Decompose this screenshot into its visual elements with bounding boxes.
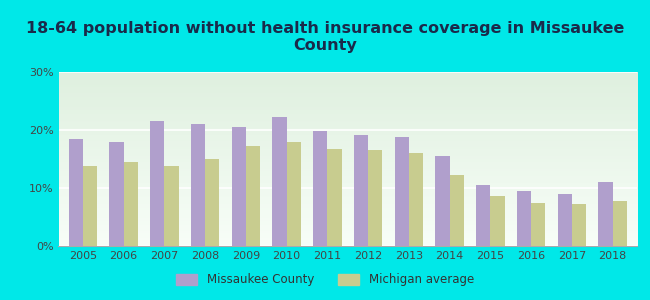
Bar [205, 159, 220, 246]
Bar [517, 191, 531, 246]
Bar [313, 131, 328, 246]
Bar [191, 124, 205, 246]
Bar [287, 142, 301, 246]
Bar [272, 117, 287, 246]
Bar [150, 121, 164, 246]
Bar [109, 142, 124, 246]
Bar [490, 196, 504, 246]
Bar [598, 182, 612, 246]
Bar [328, 148, 342, 246]
Bar [354, 135, 368, 246]
Bar [436, 156, 450, 246]
Text: 18-64 population without health insurance coverage in Missaukee
County: 18-64 population without health insuranc… [26, 21, 624, 53]
Bar [612, 201, 627, 246]
Bar [395, 137, 409, 246]
Bar [450, 175, 464, 246]
Legend: Missaukee County, Michigan average: Missaukee County, Michigan average [172, 269, 478, 291]
Bar [409, 153, 423, 246]
Bar [368, 150, 382, 246]
Bar [83, 166, 98, 246]
Bar [558, 194, 572, 246]
Bar [531, 202, 545, 246]
Bar [476, 185, 490, 246]
Bar [231, 127, 246, 246]
Bar [124, 162, 138, 246]
Bar [164, 166, 179, 246]
Bar [69, 139, 83, 246]
Bar [246, 146, 260, 246]
Bar [572, 204, 586, 246]
